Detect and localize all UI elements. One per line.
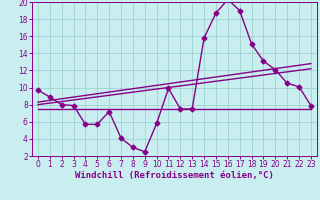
X-axis label: Windchill (Refroidissement éolien,°C): Windchill (Refroidissement éolien,°C) xyxy=(75,171,274,180)
